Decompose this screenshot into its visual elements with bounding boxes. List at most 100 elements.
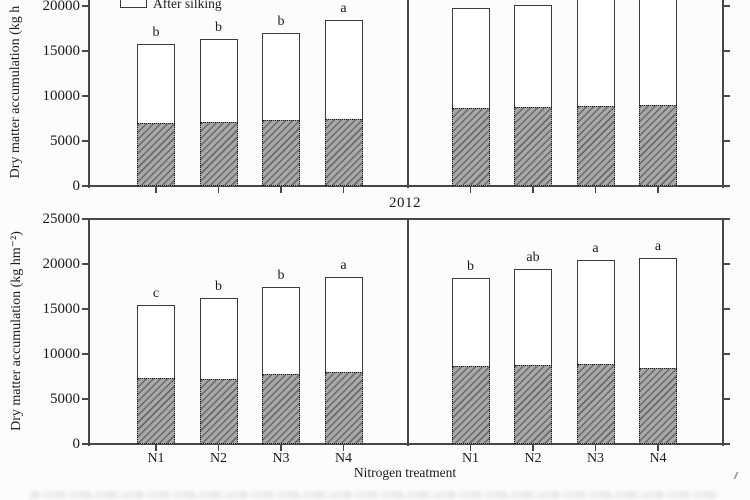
bar-after-silking-segment <box>514 269 552 366</box>
x-tick-label: N1 <box>147 451 165 466</box>
cut-off-caption <box>30 491 720 499</box>
y-axis-right <box>722 0 724 188</box>
bar-hatched-segment <box>324 119 363 186</box>
y-tick-right <box>724 398 730 400</box>
x-tick <box>342 187 345 193</box>
y-tick-right <box>724 95 730 97</box>
x-tick <box>594 445 597 451</box>
sig-letter: b <box>152 24 160 40</box>
bar-after-silking-segment <box>639 257 677 369</box>
x-tick <box>532 187 534 193</box>
bar-hatched-segment <box>514 365 552 444</box>
bar-after-silking-segment <box>262 286 300 375</box>
y-axis-title-lower: Dry matter accumulation (kg hm⁻²) <box>9 231 24 431</box>
y-axis-left <box>88 218 90 446</box>
bar-after-silking-segment <box>639 0 677 106</box>
bar-after-silking-segment <box>199 297 238 380</box>
bar-hatched-segment <box>324 372 363 444</box>
x-tick-label: N3 <box>586 451 605 466</box>
y-tick-label: 0 <box>72 435 81 452</box>
y-tick-label: 15000 <box>42 42 81 59</box>
lower-panel-title: 2012 <box>389 195 421 211</box>
y-tick <box>82 263 88 265</box>
x-tick <box>532 445 534 451</box>
x-tick <box>155 445 157 451</box>
bar-hatched-segment <box>199 379 238 444</box>
sig-letter: b <box>277 267 285 283</box>
y-tick-right <box>724 308 730 310</box>
x-tick <box>657 445 659 451</box>
sig-letter: ab <box>526 250 540 266</box>
x-tick <box>155 187 157 193</box>
panel-divider <box>407 218 409 446</box>
y-tick-label: 0 <box>72 177 81 194</box>
y-axis-title-upper: Dry matter accumulation (kg h <box>8 5 23 179</box>
bar-hatched-segment <box>262 374 300 444</box>
bar-hatched-segment <box>451 366 490 444</box>
x-tick <box>217 445 220 451</box>
y-tick-label: 5000 <box>50 132 80 149</box>
bar-hatched-segment <box>262 120 300 186</box>
bar-hatched-segment <box>514 106 552 186</box>
bar-hatched-segment <box>576 364 615 444</box>
bar-after-silking-segment <box>137 305 175 379</box>
y-axis-right <box>722 218 724 446</box>
x-tick-label: N2 <box>524 451 542 466</box>
bar-hatched-segment <box>199 122 238 186</box>
y-tick-right <box>724 218 730 220</box>
x-tick-label: N3 <box>272 451 290 466</box>
sig-letter: b <box>215 20 222 36</box>
bar-after-silking-segment <box>324 20 363 120</box>
bar-hatched-segment <box>576 106 615 186</box>
x-tick <box>280 445 282 451</box>
y-tick-right <box>724 353 730 355</box>
sig-letter: b <box>518 0 548 2</box>
sig-letter: b <box>215 278 222 294</box>
top-axis <box>88 218 724 220</box>
y-axis-left <box>88 0 90 188</box>
x-tick <box>469 187 472 193</box>
legend-swatch-after-silking-icon <box>120 0 147 8</box>
sig-letter: a <box>340 1 347 17</box>
y-tick <box>82 353 88 355</box>
bar-after-silking-segment <box>576 0 615 107</box>
x-tick-label: N2 <box>209 451 228 466</box>
bar-hatched-segment <box>451 107 490 186</box>
x-tick <box>469 445 472 451</box>
bar-hatched-segment <box>639 105 677 186</box>
bar-after-silking-segment <box>451 7 490 108</box>
y-tick-right <box>724 185 730 187</box>
bar-after-silking-segment <box>514 5 552 107</box>
x-tick <box>657 187 659 193</box>
bar-hatched-segment <box>137 378 175 444</box>
y-tick-right <box>724 5 730 7</box>
x-tick <box>594 187 597 193</box>
x-axis <box>88 443 724 445</box>
x-tick-label: N1 <box>461 451 480 466</box>
y-tick <box>82 5 88 7</box>
sig-letter: c <box>152 286 160 302</box>
y-tick-label: 10000 <box>42 87 81 104</box>
y-tick <box>82 218 88 220</box>
x-axis <box>88 185 724 187</box>
sig-letter: a <box>340 257 347 273</box>
y-tick <box>82 308 88 310</box>
legend-label-after-silking: After silking <box>153 0 222 11</box>
y-tick <box>82 185 88 187</box>
bar-after-silking-segment <box>137 43 175 123</box>
bar-after-silking-segment <box>324 276 363 373</box>
sig-letter: b <box>467 258 474 274</box>
x-tick <box>280 187 282 193</box>
panel-divider <box>407 0 409 188</box>
y-tick <box>82 443 88 445</box>
y-tick <box>82 140 88 142</box>
y-tick-label: 20000 <box>42 255 81 272</box>
x-axis-title: Nitrogen treatment <box>353 465 457 480</box>
y-tick-label: 10000 <box>42 345 81 362</box>
bar-after-silking-segment <box>576 260 615 365</box>
bar-after-silking-segment <box>199 39 238 123</box>
x-tick-label: N4 <box>649 451 667 466</box>
